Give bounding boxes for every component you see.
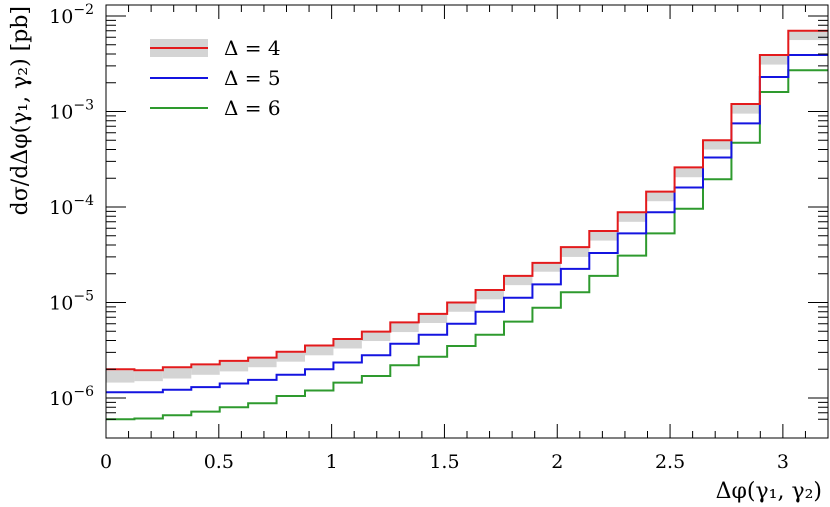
band-bin — [418, 314, 448, 323]
x-tick-label: 0 — [100, 451, 112, 473]
y-tick-label: 10−5 — [49, 289, 94, 315]
band-bin — [475, 290, 504, 300]
series-line-1 — [106, 29, 828, 372]
y-tick-label: 10−4 — [49, 193, 94, 219]
band-bin — [219, 361, 249, 372]
series-line-2 — [106, 54, 828, 394]
band-bin — [361, 332, 391, 342]
tick-marks — [105, 5, 829, 438]
band-bin — [504, 276, 533, 286]
x-tick-label: 3 — [777, 451, 789, 473]
legend: Δ = 4 Δ = 5 Δ = 6 — [150, 36, 281, 120]
band-bin — [390, 322, 419, 333]
axis-ticks — [105, 5, 829, 438]
x-tick-label: 2.5 — [655, 451, 685, 473]
band-bin — [731, 104, 760, 114]
band-bin — [532, 263, 561, 272]
band-bin — [162, 368, 192, 379]
band-bin — [589, 231, 618, 241]
x-axis-title: Δφ(γ₁, γ₂) — [716, 479, 822, 504]
band-bin — [560, 247, 590, 257]
y-tick-label: 10−3 — [49, 98, 94, 124]
band-bin — [134, 371, 163, 382]
uncertainty-bands — [106, 31, 828, 383]
x-tick-label: 2 — [551, 451, 563, 473]
band-bin — [447, 302, 476, 312]
x-tick-labels: 0 0.5 1 1.5 2 2.5 3 — [100, 451, 789, 473]
y-axis-title: dσ/dΔφ(γ₁, γ₂) [pb] — [8, 6, 33, 215]
band-bin — [305, 346, 334, 356]
band-bin — [248, 358, 277, 368]
y-tick-label: 10−2 — [49, 2, 94, 28]
legend-label: Δ = 6 — [224, 96, 281, 120]
band-bin — [759, 55, 789, 65]
x-tick-label: 1 — [326, 451, 338, 473]
y-tick-label: 10−6 — [49, 384, 94, 410]
legend-label: Δ = 5 — [224, 66, 281, 90]
band-bin — [617, 212, 647, 222]
x-tick-label: 0.5 — [204, 451, 234, 473]
band-bin — [674, 168, 703, 178]
band-bin — [703, 140, 732, 150]
x-tick-label: 1.5 — [429, 451, 459, 473]
series-lines — [106, 29, 828, 421]
band-bin — [646, 192, 675, 202]
band-bin — [333, 339, 362, 349]
legend-label: Δ = 4 — [224, 36, 281, 60]
band-bin — [106, 370, 135, 383]
y-tick-labels: 10−6 10−5 10−4 10−3 10−2 — [49, 2, 94, 410]
series-line-3 — [106, 69, 828, 421]
band-bin — [276, 352, 305, 362]
band-bin — [788, 31, 828, 41]
band-bin — [191, 365, 220, 375]
